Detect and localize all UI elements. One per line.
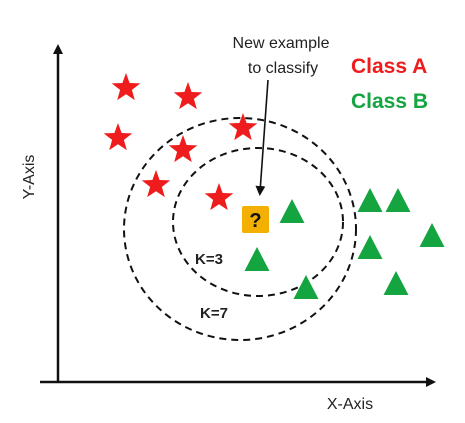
triangle-icon: [383, 271, 409, 295]
annotation-arrow: [255, 79, 269, 196]
query-symbol: ?: [249, 210, 261, 232]
question-square-icon: [242, 206, 269, 233]
star-icon: [173, 82, 203, 110]
star-icon: [228, 113, 258, 141]
triangle-icon: [279, 199, 305, 223]
star-icon: [204, 183, 234, 211]
star-icon: [141, 170, 171, 198]
triangle-icon: [293, 275, 319, 299]
legend-class-b: Class B: [351, 90, 428, 113]
y-axis-label: Y-Axis: [21, 155, 38, 200]
triangle-icon: [385, 188, 411, 212]
star-icon: [103, 123, 133, 151]
neighborhoods: K=3 K=7: [123, 117, 357, 341]
outer-circle-k7: [123, 117, 357, 341]
annotation: New example to classify: [233, 35, 330, 196]
legend-class-a: Class A: [351, 55, 427, 78]
triangle-icon: [357, 235, 383, 259]
outer-circle-label: K=7: [200, 305, 228, 322]
annotation-line-2: to classify: [248, 60, 318, 77]
triangle-icon: [357, 188, 383, 212]
triangle-icon: [419, 223, 445, 247]
annotation-line-1: New example: [233, 35, 330, 52]
legend: Class A Class B: [351, 55, 428, 113]
x-axis-label: X-Axis: [327, 396, 373, 413]
query-point: ?: [242, 206, 269, 233]
axes: Y-Axis X-Axis: [21, 44, 436, 413]
star-icon: [111, 73, 141, 101]
inner-circle-k3: [172, 147, 344, 297]
star-icon: [168, 135, 198, 163]
class-b-points: [244, 188, 445, 299]
inner-circle-label: K=3: [195, 251, 223, 268]
class-a-points: [103, 73, 258, 211]
triangle-icon: [244, 247, 270, 271]
